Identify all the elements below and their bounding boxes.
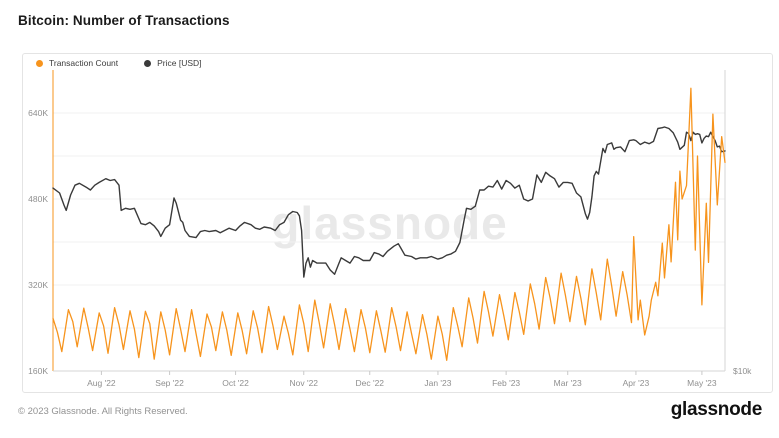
legend-dot-price-usd-icon (144, 59, 152, 67)
legend-dot-transaction-count-icon (36, 59, 43, 67)
x-axis-label: Nov '22 (289, 378, 319, 388)
x-axis-label: Aug '22 (87, 378, 116, 388)
y-axis-right-label: $10k (733, 366, 752, 376)
x-axis-label: Sep '22 (155, 378, 184, 388)
y-axis-left-label: 640K (28, 108, 48, 118)
x-axis-label: Mar '23 (553, 378, 582, 388)
glassnode-watermark: glassnode (271, 197, 508, 249)
legend-label-price-usd: Price [USD] (157, 58, 202, 68)
legend-item-transaction-count[interactable]: Transaction Count (36, 58, 118, 68)
x-axis-label: May '23 (687, 378, 717, 388)
x-axis-label: Oct '22 (222, 378, 249, 388)
copyright-text: © 2023 Glassnode. All Rights Reserved. (18, 406, 188, 417)
x-axis-label: Apr '23 (622, 378, 650, 388)
legend: Transaction Count Price [USD] (36, 58, 202, 68)
y-axis-left-label: 160K (28, 366, 48, 376)
x-axis-tick-marks (100, 371, 703, 375)
transaction-count-series-line[interactable] (52, 87, 726, 361)
legend-item-price-usd[interactable]: Price [USD] (144, 58, 202, 68)
x-axis-label: Jan '23 (424, 378, 452, 388)
y-axis-left-label: 480K (28, 194, 48, 204)
glassnode-logo: glassnode (670, 399, 763, 420)
legend-label-transaction-count: Transaction Count (49, 58, 119, 68)
price-series-line[interactable] (52, 126, 726, 278)
x-axis-label: Dec '22 (355, 378, 385, 388)
gridlines (53, 112, 725, 329)
x-axis-label: Feb '23 (492, 378, 521, 388)
y-axis-left-label: 320K (28, 280, 48, 290)
chart-title: Bitcoin: Number of Transactions (18, 13, 230, 28)
